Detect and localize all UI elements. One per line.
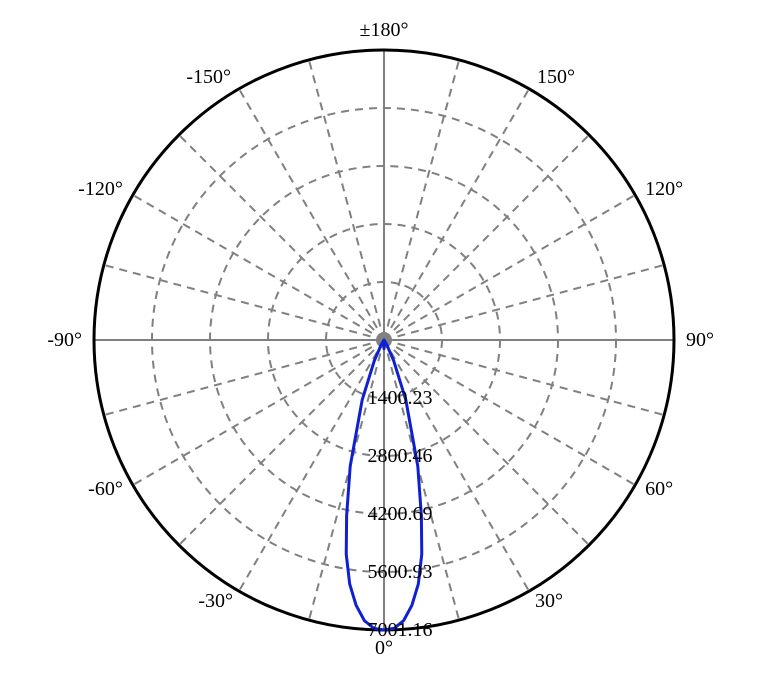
radial-tick-labels: 1400.232800.464200.695600.937001.16 [368, 387, 433, 641]
angle-tick-label: -30° [198, 590, 233, 612]
radial-tick-label: 2800.46 [368, 445, 433, 467]
angle-tick-label: ±180° [360, 19, 409, 41]
angle-tick-label: -120° [78, 178, 123, 200]
angle-tick-label: 30° [535, 590, 563, 612]
angle-tick-label: 0° [375, 637, 393, 659]
radial-tick-label: 4200.69 [368, 503, 433, 525]
polar-chart: 1400.232800.464200.695600.937001.16 ±180… [0, 0, 769, 687]
angle-tick-label: 60° [645, 478, 673, 500]
radial-tick-label: 5600.93 [368, 561, 433, 583]
angle-tick-label: -150° [186, 66, 231, 88]
angle-tick-label: 150° [537, 66, 575, 88]
angle-tick-label: -90° [47, 329, 82, 351]
radial-tick-label: 1400.23 [368, 387, 433, 409]
angle-tick-label: 90° [686, 329, 714, 351]
angle-tick-label: 120° [645, 178, 683, 200]
angle-tick-label: -60° [88, 478, 123, 500]
